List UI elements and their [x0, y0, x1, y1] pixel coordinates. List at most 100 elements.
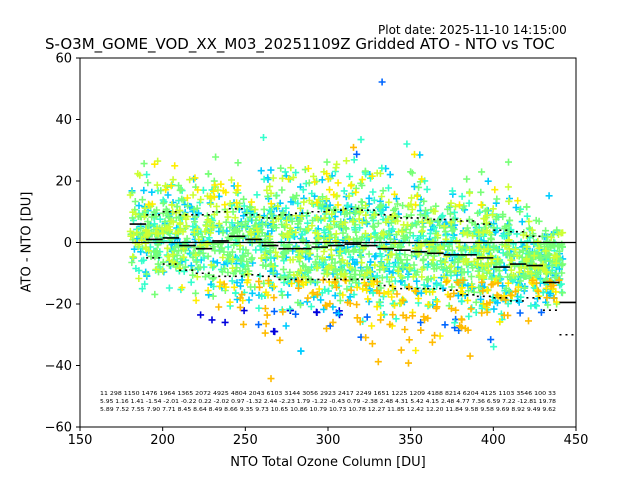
- scatter-point: [314, 202, 322, 210]
- scatter-point: [215, 227, 223, 235]
- scatter-point: [406, 229, 414, 237]
- scatter-point: [333, 160, 341, 168]
- scatter-point: [385, 184, 392, 192]
- scatter-point: [525, 217, 533, 225]
- scatter-point: [378, 253, 386, 260]
- scatter-point: [186, 176, 194, 184]
- scatter-point: [311, 178, 319, 186]
- scatter-point: [166, 226, 174, 234]
- scatter-point: [405, 264, 413, 271]
- scatter-point: [328, 210, 336, 218]
- scatter-point: [204, 170, 212, 178]
- scatter-point: [440, 222, 448, 230]
- scatter-point: [478, 278, 486, 286]
- scatter-point: [201, 228, 209, 235]
- scatter-point: [385, 259, 393, 267]
- scatter-point: [391, 190, 398, 198]
- scatter-point: [547, 243, 555, 250]
- scatter-point: [355, 215, 363, 223]
- scatter-point: [453, 237, 461, 245]
- scatter-point: [458, 192, 466, 200]
- scatter-point: [407, 168, 415, 176]
- scatter-point: [403, 213, 411, 221]
- scatter-point: [401, 326, 409, 333]
- scatter-point: [159, 229, 167, 237]
- scatter-point: [554, 243, 562, 251]
- scatter-point: [418, 273, 426, 281]
- scatter-point: [550, 294, 558, 302]
- scatter-point: [484, 177, 492, 185]
- scatter-point: [224, 213, 232, 221]
- scatter-point: [486, 298, 494, 306]
- scatter-point: [203, 240, 211, 248]
- scatter-point: [294, 220, 302, 228]
- scatter-point: [484, 266, 492, 274]
- scatter-point: [341, 219, 349, 227]
- scatter-point: [446, 293, 454, 301]
- scatter-point: [510, 250, 518, 258]
- scatter-point: [300, 262, 307, 270]
- scatter-point: [224, 269, 232, 276]
- scatter-point: [145, 200, 153, 208]
- scatter-point: [398, 259, 406, 267]
- scatter-point: [477, 201, 485, 209]
- scatter-point: [371, 229, 379, 237]
- scatter-point: [229, 208, 237, 216]
- scatter-point: [430, 224, 438, 232]
- scatter-point: [452, 306, 460, 314]
- scatter-point: [437, 213, 445, 221]
- scatter-point: [197, 196, 205, 203]
- scatter-point: [327, 246, 335, 254]
- scatter-point: [356, 318, 364, 326]
- scatter-point: [273, 270, 281, 278]
- scatter-point: [194, 186, 202, 194]
- scatter-point: [418, 218, 426, 226]
- scatter-point: [257, 167, 265, 175]
- scatter-point: [272, 192, 280, 200]
- scatter-point: [281, 168, 289, 176]
- scatter-point: [278, 291, 286, 299]
- scatter-point: [254, 228, 262, 236]
- scatter-point: [505, 197, 513, 205]
- scatter-point: [154, 260, 162, 268]
- scatter-point: [313, 199, 321, 206]
- scatter-point: [233, 186, 241, 194]
- scatter-point: [477, 295, 485, 303]
- scatter-point: [305, 179, 313, 187]
- scatter-point: [344, 298, 352, 306]
- scatter-point: [378, 229, 386, 237]
- scatter-point: [238, 276, 246, 284]
- scatter-point: [272, 224, 280, 232]
- scatter-point: [414, 268, 421, 276]
- scatter-point: [533, 279, 540, 287]
- scatter-point: [553, 226, 561, 234]
- scatter-point: [331, 259, 339, 267]
- annotation-row: 5.95 1.16 1.41 -1.54 -2.01 -0.22 0.22 -2…: [100, 399, 556, 405]
- scatter-point: [409, 273, 417, 281]
- scatter-point: [377, 302, 384, 310]
- scatter-point: [441, 259, 449, 266]
- scatter-point: [126, 191, 134, 199]
- scatter-point: [503, 249, 511, 257]
- scatter-point: [189, 222, 197, 230]
- scatter-point: [322, 301, 329, 309]
- scatter-point: [516, 208, 524, 216]
- scatter-point: [529, 277, 536, 284]
- scatter-point: [375, 289, 383, 297]
- scatter-point: [362, 281, 370, 289]
- scatter-point: [167, 182, 175, 190]
- scatter-point: [331, 292, 339, 300]
- scatter-point: [217, 180, 225, 188]
- scatter-point: [230, 283, 238, 291]
- scatter-point: [451, 203, 459, 211]
- scatter-point: [182, 212, 190, 220]
- scatter-point: [450, 289, 458, 297]
- scatter-point: [517, 293, 525, 301]
- scatter-point: [344, 201, 352, 209]
- scatter-point: [362, 230, 369, 237]
- scatter-point: [457, 247, 465, 255]
- scatter-point: [380, 243, 388, 251]
- scatter-point: [556, 247, 564, 255]
- scatter-point: [389, 283, 397, 291]
